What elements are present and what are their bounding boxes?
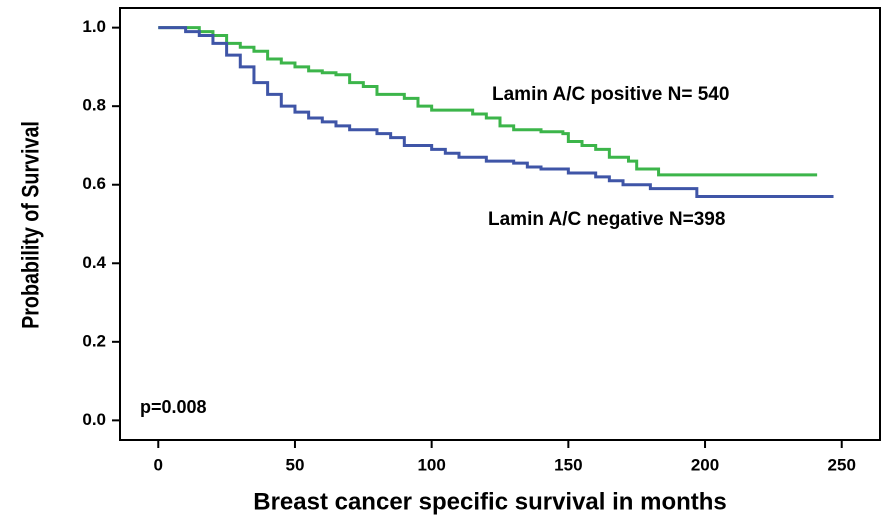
- y-tick-label: 0.4: [82, 253, 106, 272]
- survival-curve: [158, 26, 818, 177]
- plot-frame: [119, 7, 881, 441]
- y-tick-label: 0.6: [82, 174, 106, 193]
- x-tick-label: 150: [554, 455, 582, 474]
- x-tick-label: 250: [828, 455, 856, 474]
- p-value: p=0.008: [140, 397, 207, 417]
- x-tick-label: 100: [417, 455, 445, 474]
- y-tick-label: 0.0: [82, 410, 106, 429]
- x-tick-label: 50: [286, 455, 305, 474]
- series-label: Lamin A/C negative N=398: [488, 209, 725, 230]
- survival-curve: [158, 26, 834, 199]
- y-tick-label: 1.0: [82, 17, 106, 36]
- x-tick-label: 200: [691, 455, 719, 474]
- y-tick-label: 0.2: [82, 331, 106, 350]
- series-label: Lamin A/C positive N= 540: [492, 84, 729, 105]
- y-tick-label: 0.8: [82, 96, 106, 115]
- x-axis-label: Breast cancer specific survival in month…: [253, 488, 727, 515]
- y-axis-label: Probability of Survival: [16, 121, 43, 329]
- x-tick-label: 0: [154, 455, 163, 474]
